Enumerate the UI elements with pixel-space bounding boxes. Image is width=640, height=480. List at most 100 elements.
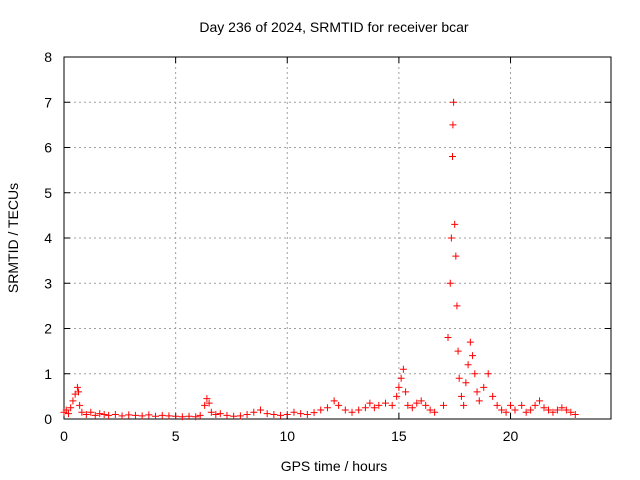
data-point	[105, 411, 113, 419]
data-point	[310, 409, 318, 417]
data-point	[207, 408, 215, 416]
data-point	[455, 374, 463, 382]
data-point	[507, 401, 515, 409]
data-point	[236, 412, 244, 420]
data-point	[216, 410, 224, 418]
data-point	[473, 388, 481, 396]
data-point	[91, 411, 99, 419]
data-point	[444, 334, 452, 342]
chart-title: Day 236 of 2024, SRMTID for receiver bca…	[199, 19, 469, 35]
data-point	[75, 388, 83, 396]
data-point	[452, 252, 460, 260]
data-point	[531, 401, 539, 409]
data-point	[462, 379, 470, 387]
data-point	[69, 397, 77, 405]
data-point	[540, 404, 548, 412]
y-tick-label: 8	[44, 49, 52, 65]
data-point	[417, 397, 425, 405]
data-point	[341, 406, 349, 414]
data-point	[118, 412, 126, 420]
plot-frame	[63, 56, 612, 420]
data-point	[408, 404, 416, 412]
data-point	[203, 395, 211, 403]
data-point	[471, 370, 479, 378]
data-point	[446, 279, 454, 287]
data-point	[243, 410, 251, 418]
data-point	[270, 410, 278, 418]
data-point	[330, 397, 338, 405]
data-point	[323, 404, 331, 412]
data-point	[484, 370, 492, 378]
data-point	[553, 406, 561, 414]
y-tick-label: 1	[44, 366, 52, 382]
data-points	[60, 98, 579, 421]
data-point	[431, 408, 439, 416]
x-tick-label: 0	[60, 428, 68, 444]
data-point	[448, 153, 456, 161]
data-point	[125, 411, 133, 419]
x-tick-label: 10	[279, 428, 295, 444]
data-point	[498, 406, 506, 414]
data-point	[152, 412, 160, 420]
y-axis-ticks: 0 1 2 3 4 5 6 7 8	[44, 49, 611, 427]
data-point	[82, 410, 90, 418]
data-point	[395, 383, 403, 391]
data-point	[475, 397, 483, 405]
data-point	[413, 399, 421, 407]
data-point	[131, 411, 139, 419]
data-point	[502, 408, 510, 416]
data-point	[297, 410, 305, 418]
data-point	[544, 406, 552, 414]
data-point	[366, 399, 374, 407]
data-point	[382, 399, 390, 407]
data-point	[303, 410, 311, 418]
data-point	[355, 406, 363, 414]
data-point	[422, 401, 430, 409]
data-point	[223, 411, 231, 419]
data-point	[96, 410, 104, 418]
data-point	[571, 410, 579, 418]
data-point	[370, 404, 378, 412]
data-point	[290, 408, 298, 416]
data-point	[283, 410, 291, 418]
data-point	[138, 412, 146, 420]
data-point	[361, 404, 369, 412]
data-point	[451, 220, 459, 228]
data-point	[201, 401, 209, 409]
data-point	[375, 401, 383, 409]
data-point	[348, 408, 356, 416]
data-point	[447, 234, 455, 242]
data-point	[518, 401, 526, 409]
data-point	[460, 401, 468, 409]
x-axis-ticks: 0 5 10 15 20	[60, 57, 519, 444]
y-tick-label: 5	[44, 185, 52, 201]
data-point	[404, 401, 412, 409]
x-tick-label: 5	[172, 428, 180, 444]
data-point	[256, 406, 264, 414]
data-point	[469, 352, 477, 360]
data-point	[493, 401, 501, 409]
data-point	[440, 401, 448, 409]
data-point	[263, 410, 271, 418]
data-point	[457, 392, 465, 400]
data-point	[397, 374, 405, 382]
data-point	[277, 411, 285, 419]
data-point	[178, 413, 186, 421]
data-point	[536, 397, 544, 405]
y-axis-label: SRMTID / TECUs	[5, 183, 21, 293]
data-point	[549, 408, 557, 416]
y-tick-label: 2	[44, 321, 52, 337]
data-point	[145, 411, 153, 419]
data-point	[489, 392, 497, 400]
data-point	[185, 412, 193, 420]
x-tick-label: 20	[503, 428, 519, 444]
data-point	[450, 98, 458, 106]
data-point	[393, 392, 401, 400]
data-point	[335, 401, 343, 409]
data-point	[73, 383, 81, 391]
data-point	[480, 383, 488, 391]
data-point	[567, 408, 575, 416]
x-tick-label: 15	[391, 428, 407, 444]
x-axis-label: GPS time / hours	[281, 458, 388, 474]
